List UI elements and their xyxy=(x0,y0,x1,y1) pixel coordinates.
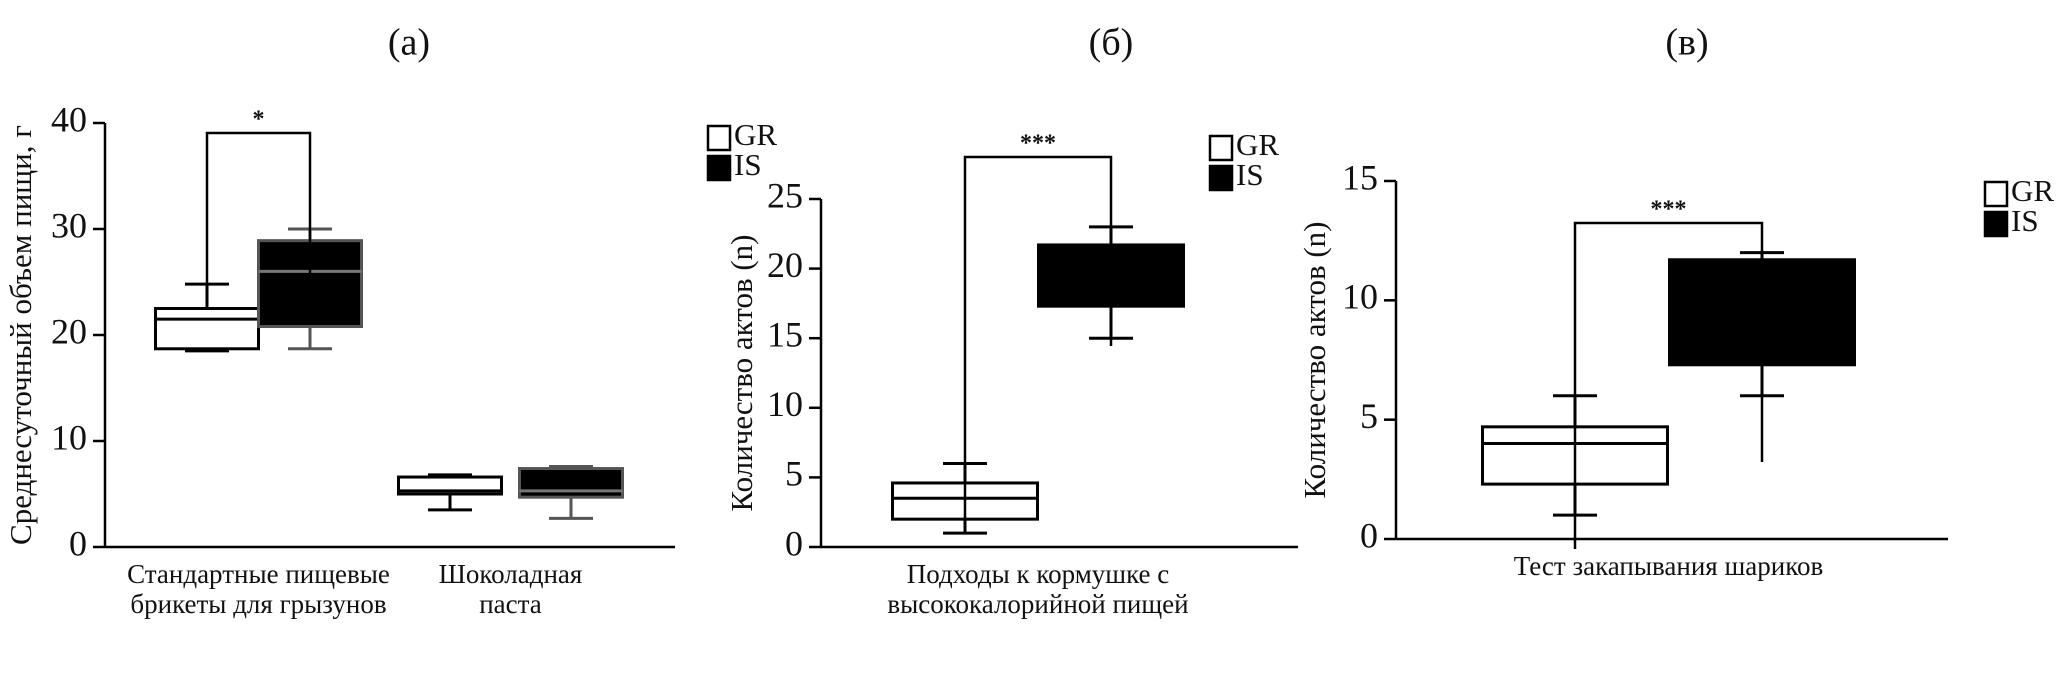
x-tick-label: Стандартные пищевые xyxy=(127,559,390,589)
significance-label: * xyxy=(253,107,265,133)
y-tick-label: 10 xyxy=(51,417,87,457)
y-tick-label: 20 xyxy=(767,245,803,285)
x-tick-label: Шоколадная xyxy=(439,559,583,589)
y-axis-label: Количество актов (n) xyxy=(724,235,759,512)
legend-swatch xyxy=(706,154,732,182)
legend-label: GR xyxy=(2011,173,2054,208)
chart-title: (б) xyxy=(1089,22,1134,64)
legend-swatch xyxy=(706,124,732,152)
y-tick-label: 15 xyxy=(767,314,803,354)
y-tick-label: 30 xyxy=(51,205,87,245)
significance-label: *** xyxy=(1651,197,1687,223)
legend-label: IS xyxy=(734,147,762,182)
y-tick-label: 40 xyxy=(51,99,87,139)
y-tick-label: 5 xyxy=(1360,396,1378,436)
legend-label: IS xyxy=(2011,203,2039,238)
y-axis-label: Среднесуточный объем пищи, г xyxy=(3,125,38,545)
legend-label: GR xyxy=(1236,127,1279,162)
box xyxy=(154,307,260,351)
y-tick-label: 10 xyxy=(1342,277,1378,317)
y-tick-label: 20 xyxy=(51,311,87,351)
x-tick-label: высококалорийной пищей xyxy=(887,589,1188,619)
legend-swatch xyxy=(1208,164,1234,192)
box xyxy=(518,467,624,499)
y-axis-label: Количество актов (n) xyxy=(1297,222,1332,499)
y-tick-label: 5 xyxy=(785,454,803,494)
x-tick-label: паста xyxy=(479,589,542,619)
legend-swatch xyxy=(1208,134,1234,162)
y-tick-label: 10 xyxy=(767,384,803,424)
chart-title: (а) xyxy=(388,22,430,64)
legend-swatch xyxy=(1983,210,2009,238)
legend-label: GR xyxy=(734,117,777,152)
legend-swatch xyxy=(1983,180,2009,208)
significance-label: *** xyxy=(1020,131,1056,157)
significance-bracket xyxy=(205,131,312,299)
y-tick-label: 0 xyxy=(69,523,87,563)
x-tick-label: брикеты для грызунов xyxy=(130,589,386,619)
x-tick-label: Тест закапывания шариков xyxy=(1514,551,1823,581)
y-tick-label: 25 xyxy=(767,175,803,215)
significance-bracket xyxy=(963,155,1113,524)
y-tick-label: 0 xyxy=(1360,515,1378,555)
significance-bracket xyxy=(1573,221,1764,549)
x-tick-label: Подходы к кормушке с xyxy=(907,559,1170,589)
chart-title: (в) xyxy=(1665,22,1708,64)
y-tick-label: 0 xyxy=(785,523,803,563)
legend-label: IS xyxy=(1236,157,1264,192)
y-tick-label: 15 xyxy=(1342,157,1378,197)
